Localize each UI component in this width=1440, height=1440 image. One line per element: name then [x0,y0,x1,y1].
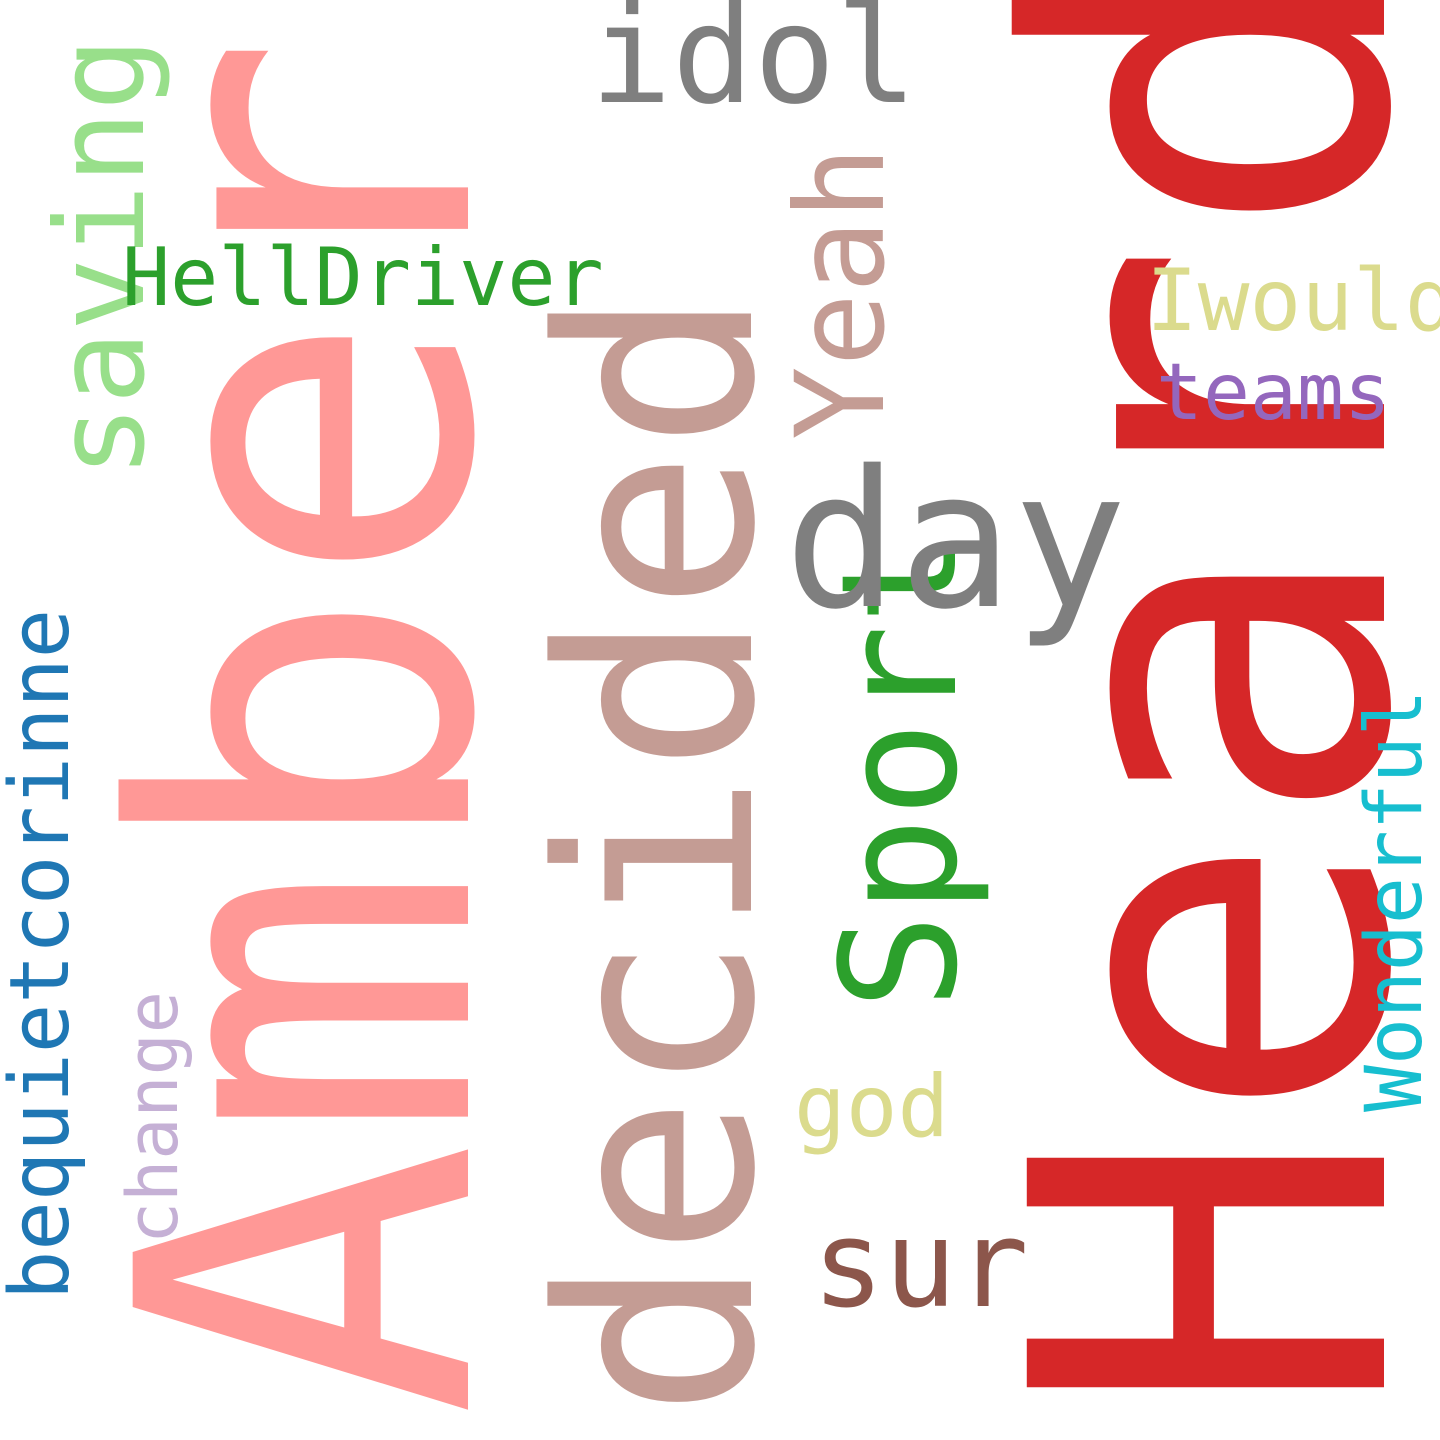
word-god: god [794,1057,950,1157]
word-idol: idol [590,0,918,135]
word-yeah: Yeah [770,146,912,440]
word-decided: decided [503,288,815,1418]
word-change: change [112,991,194,1244]
word-day: day [784,430,1128,651]
word-bequietcorinne: bequietcorinne [0,608,88,1300]
word-iwould: Iwould [1146,251,1440,351]
word-helldriver: HellDriver [122,231,604,324]
word-sur: sur [812,1196,1029,1335]
word-teams: teams [1156,348,1391,438]
word-wonderful: Wonderful [1350,689,1440,1112]
